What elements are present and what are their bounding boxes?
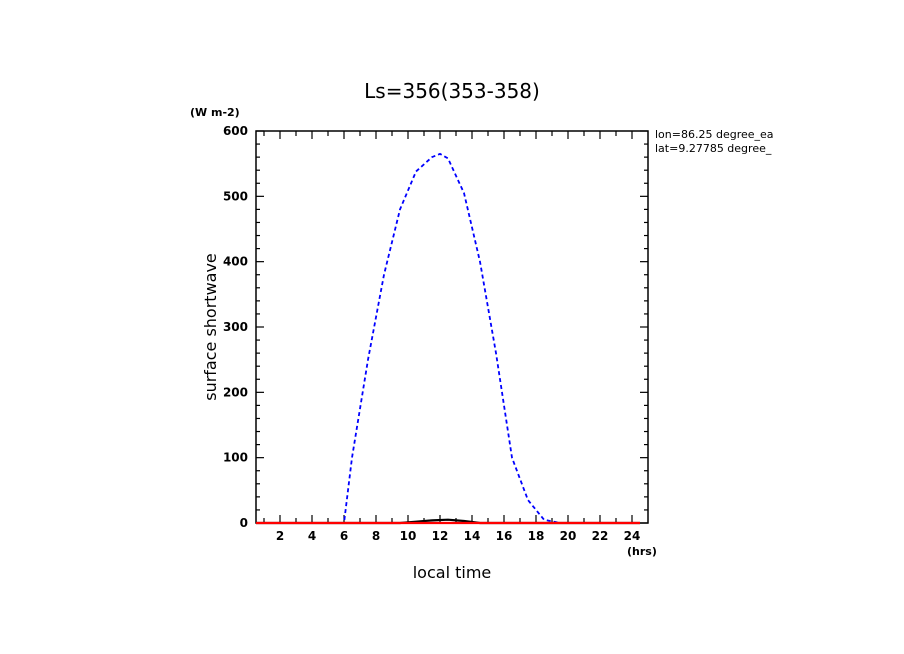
x-tick-label: 22 bbox=[592, 529, 609, 543]
x-unit-label: (hrs) bbox=[627, 545, 657, 558]
x-tick-label: 6 bbox=[340, 529, 348, 543]
x-tick-label: 24 bbox=[624, 529, 641, 543]
x-tick-label: 20 bbox=[560, 529, 577, 543]
x-tick-label: 14 bbox=[464, 529, 481, 543]
y-tick-label: 400 bbox=[223, 255, 248, 269]
x-tick-label: 10 bbox=[400, 529, 417, 543]
y-unit-label: (W m-2) bbox=[190, 106, 240, 119]
x-tick-label: 12 bbox=[432, 529, 449, 543]
x-tick-label: 2 bbox=[276, 529, 284, 543]
y-axis-title: surface shortwave bbox=[201, 253, 220, 401]
y-tick-label: 0 bbox=[240, 516, 248, 530]
x-tick-label: 18 bbox=[528, 529, 545, 543]
y-tick-label: 600 bbox=[223, 124, 248, 138]
series-line-1 bbox=[256, 152, 640, 524]
x-tick-label: 4 bbox=[308, 529, 316, 543]
x-axis-title: local time bbox=[413, 563, 492, 582]
y-tick-label: 500 bbox=[223, 189, 248, 203]
y-tick-label: 300 bbox=[223, 320, 248, 334]
x-tick-label: 8 bbox=[372, 529, 380, 543]
chart-title: Ls=356(353-358) bbox=[364, 79, 540, 103]
x-tick-label: 16 bbox=[496, 529, 513, 543]
annotation-lat: lat=9.27785 degree_ bbox=[655, 142, 772, 155]
plot-frame bbox=[255, 130, 649, 524]
annotation-lon: lon=86.25 degree_ea bbox=[655, 128, 774, 141]
y-tick-label: 100 bbox=[223, 451, 248, 465]
y-tick-label: 200 bbox=[223, 385, 248, 399]
